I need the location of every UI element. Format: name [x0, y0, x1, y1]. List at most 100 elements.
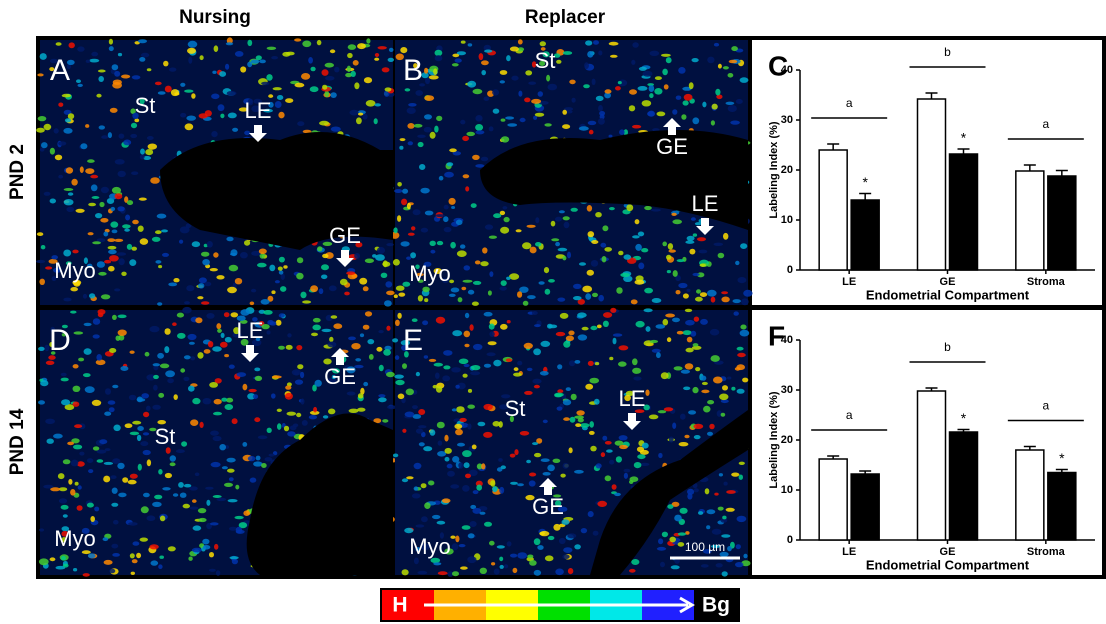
- cell: [327, 341, 337, 348]
- cell: [103, 231, 109, 237]
- cell: [144, 351, 150, 357]
- bar: [818, 458, 848, 541]
- cell: [73, 331, 84, 335]
- cell: [308, 57, 313, 64]
- cell: [702, 101, 707, 108]
- cell: [286, 411, 297, 416]
- cell: [546, 74, 551, 82]
- cell: [544, 288, 551, 295]
- cell: [699, 292, 708, 297]
- cell: [188, 341, 195, 345]
- cell: [458, 358, 469, 365]
- cell: [524, 390, 533, 395]
- cell: [632, 235, 640, 239]
- cell: [117, 52, 123, 57]
- cell: [609, 356, 614, 361]
- cell: [542, 419, 548, 424]
- cell: [96, 238, 106, 243]
- cell: [98, 76, 104, 82]
- x-tick-label: Stroma: [1027, 276, 1066, 288]
- cell: [37, 116, 47, 122]
- cell: [251, 288, 257, 293]
- cell: [155, 230, 162, 235]
- cell: [44, 344, 50, 352]
- cell: [493, 568, 500, 575]
- cell: [715, 563, 723, 568]
- bar: [1047, 175, 1077, 271]
- cell: [649, 339, 659, 344]
- tissue-label: Myo: [409, 534, 451, 559]
- cell: [503, 564, 509, 569]
- cell: [472, 507, 482, 514]
- bar: [850, 199, 880, 271]
- cell: [710, 355, 720, 362]
- tissue-label: St: [535, 48, 556, 73]
- cell: [247, 39, 253, 47]
- cell: [45, 266, 53, 270]
- cell: [513, 367, 519, 372]
- cell: [163, 60, 169, 67]
- cell: [64, 404, 75, 411]
- cell: [276, 95, 284, 100]
- cell: [567, 568, 574, 575]
- cell: [123, 139, 132, 146]
- cell: [129, 431, 140, 436]
- cell: [140, 148, 145, 155]
- cell: [219, 444, 226, 451]
- cell: [75, 208, 85, 213]
- cell: [275, 319, 282, 326]
- cell: [510, 481, 518, 485]
- cell: [471, 301, 479, 306]
- cell: [70, 459, 79, 467]
- cell: [489, 331, 495, 337]
- cell: [392, 453, 399, 458]
- cell: [129, 473, 138, 479]
- cell: [548, 324, 558, 329]
- cell: [580, 528, 588, 534]
- cell: [214, 378, 222, 384]
- cell: [422, 320, 429, 326]
- cell: [296, 412, 302, 418]
- cell: [586, 205, 593, 212]
- cell: [626, 204, 634, 212]
- cell: [715, 88, 721, 96]
- cell: [191, 241, 201, 248]
- cell: [357, 393, 364, 399]
- cell: [329, 336, 334, 343]
- cell: [374, 57, 380, 61]
- cell: [286, 382, 292, 387]
- cell: [742, 377, 749, 383]
- cell: [61, 526, 70, 532]
- cell: [604, 441, 612, 445]
- cell: [568, 447, 573, 454]
- cell: [656, 352, 661, 359]
- cell: [100, 218, 109, 223]
- cell: [562, 462, 569, 469]
- cell: [95, 213, 103, 219]
- cell: [131, 246, 137, 251]
- cell: [321, 264, 329, 271]
- cell: [227, 112, 237, 119]
- cell: [557, 364, 563, 370]
- cell: [72, 249, 79, 254]
- cell: [392, 338, 399, 343]
- cell: [544, 555, 554, 562]
- cell: [116, 252, 127, 256]
- cell: [450, 535, 456, 539]
- cell: [354, 364, 364, 369]
- cell: [493, 359, 502, 367]
- cell: [547, 83, 558, 91]
- cell: [725, 101, 735, 106]
- cell: [640, 462, 650, 466]
- cell: [296, 345, 303, 351]
- cell: [90, 184, 98, 192]
- cell: [96, 354, 102, 361]
- cell: [735, 544, 741, 550]
- cell: [225, 42, 234, 46]
- panel-letter: C: [768, 50, 788, 81]
- cell: [366, 38, 371, 44]
- cell: [164, 346, 170, 354]
- cell: [143, 411, 150, 418]
- cell: [363, 77, 373, 84]
- cell: [294, 379, 304, 385]
